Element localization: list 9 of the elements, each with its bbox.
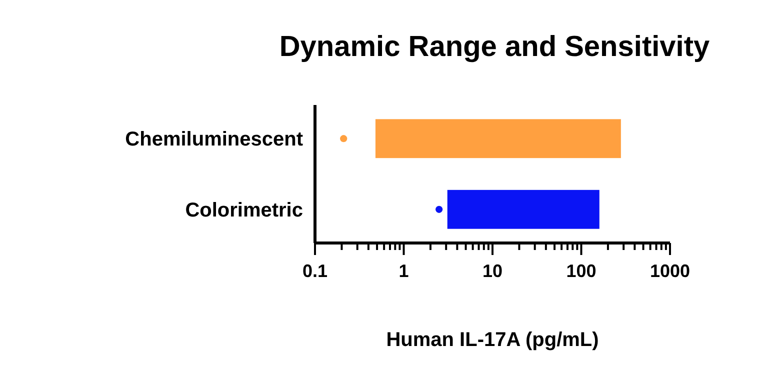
x-axis-title: Human IL-17A (pg/mL) (386, 329, 599, 351)
x-tick-label: 100 (566, 261, 596, 281)
x-tick-label: 1 (398, 261, 409, 281)
y-tick-label: Colorimetric (185, 199, 303, 222)
y-tick-label: Chemiluminescent (125, 128, 304, 151)
x-tick-label: 10 (482, 261, 503, 281)
chart-title: Dynamic Range and Sensitivity (279, 31, 710, 63)
x-tick-label: 1000 (650, 261, 690, 281)
x-tick-label: 0.1 (302, 261, 328, 281)
